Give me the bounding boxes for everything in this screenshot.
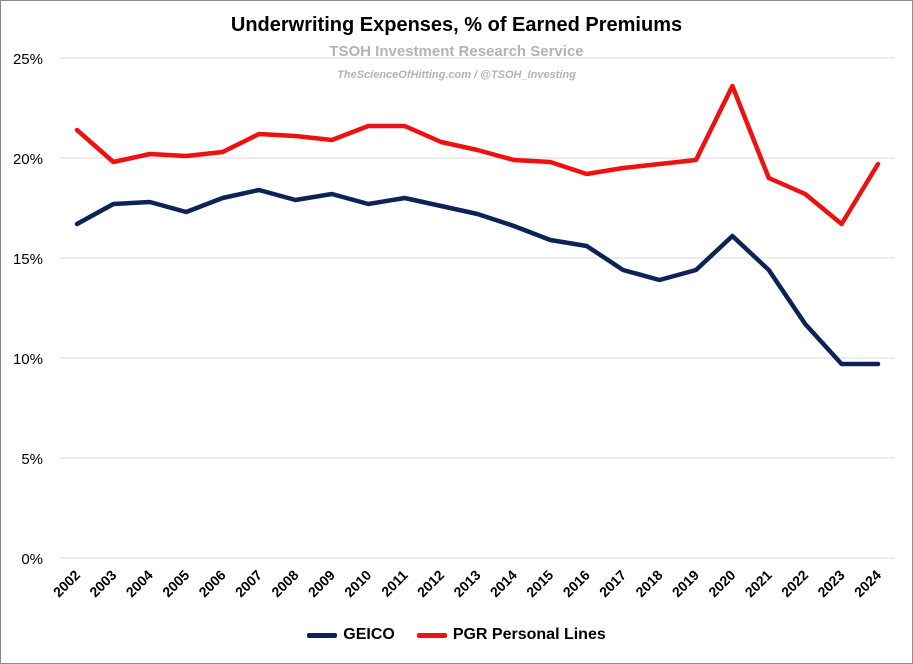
watermark-line-2: TheScienceOfHitting.com / @TSOH_Investin… xyxy=(337,69,576,81)
chart-title: Underwriting Expenses, % of Earned Premi… xyxy=(230,14,683,36)
legend-swatch-pgr xyxy=(416,632,447,638)
x-tick-label: 2012 xyxy=(414,567,447,600)
legend-label-pgr: PGR Personal Lines xyxy=(452,626,606,643)
y-tick-label: 10% xyxy=(13,351,43,368)
x-tick-label: 2008 xyxy=(268,567,301,600)
x-tick-label: 2004 xyxy=(123,567,156,600)
y-tick-label: 20% xyxy=(13,151,43,168)
legend-swatch-geico xyxy=(307,632,338,638)
y-tick-label: 25% xyxy=(13,51,43,68)
x-tick-label: 2014 xyxy=(487,567,520,600)
x-tick-label: 2020 xyxy=(705,567,738,600)
x-tick-label: 2016 xyxy=(560,567,593,600)
watermark-line-1: TSOH Investment Research Service xyxy=(329,43,584,60)
series-line-geico xyxy=(74,187,881,367)
series-line-pgr xyxy=(74,83,881,227)
x-tick-label: 2002 xyxy=(50,567,83,600)
x-tick-label: 2021 xyxy=(742,567,775,600)
x-tick-label: 2015 xyxy=(523,567,556,600)
x-tick-label: 2024 xyxy=(851,567,884,600)
x-tick-label: 2023 xyxy=(814,567,847,600)
x-tick-label: 2011 xyxy=(378,567,411,600)
y-tick-label: 0% xyxy=(21,551,43,568)
x-tick-label: 2005 xyxy=(159,567,192,600)
x-tick-label: 2017 xyxy=(596,567,629,600)
x-tick-label: 2019 xyxy=(669,567,702,600)
x-tick-label: 2003 xyxy=(86,567,119,600)
x-tick-label: 2022 xyxy=(778,567,811,600)
legend: GEICO PGR Personal Lines xyxy=(0,626,913,644)
x-tick-label: 2010 xyxy=(341,567,374,600)
y-tick-label: 5% xyxy=(21,451,43,468)
x-tick-label: 2007 xyxy=(232,567,265,600)
x-tick-label: 2009 xyxy=(305,567,338,600)
x-tick-label: 2006 xyxy=(195,567,228,600)
x-tick-label: 2013 xyxy=(450,567,483,600)
legend-label-geico: GEICO xyxy=(343,626,395,643)
x-tick-label: 2018 xyxy=(632,567,665,600)
legend-item-pgr: PGR Personal Lines xyxy=(416,626,606,644)
y-tick-label: 15% xyxy=(13,251,43,268)
legend-item-geico: GEICO xyxy=(307,626,395,644)
